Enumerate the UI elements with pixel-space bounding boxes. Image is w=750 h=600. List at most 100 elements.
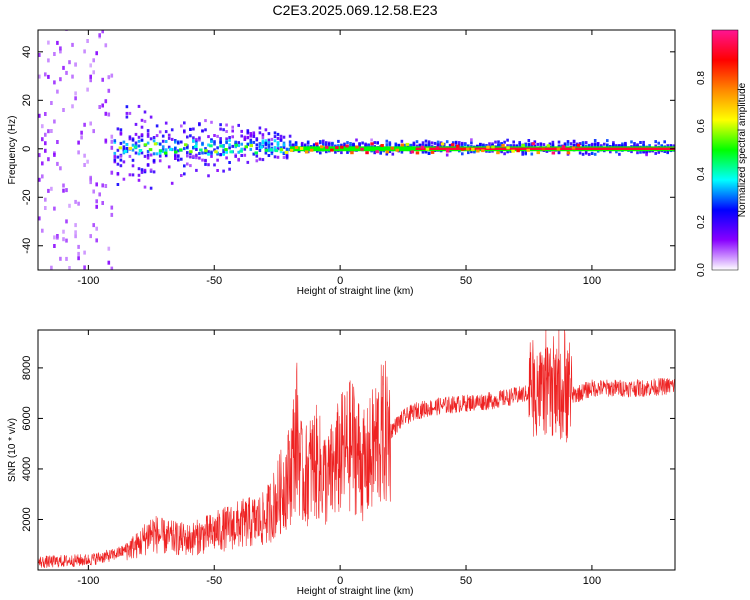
heat-cell (415, 140, 419, 144)
heat-cell (101, 30, 104, 34)
heat-cell (44, 132, 47, 137)
heat-cell-strong (425, 147, 430, 151)
heat-cell (255, 159, 259, 163)
heat-cell (44, 72, 47, 77)
heat-cell (137, 178, 141, 182)
heat-cell (306, 140, 310, 144)
spectrogram-xtick-label: -100 (77, 275, 99, 287)
heat-cell (177, 154, 180, 158)
heat-cell (400, 139, 404, 143)
heat-cell (240, 147, 243, 151)
heat-cell (578, 142, 582, 146)
heat-cell-strong (571, 146, 576, 150)
heat-cell (270, 142, 274, 146)
heat-cell (47, 188, 50, 193)
heat-cell (122, 148, 126, 151)
heat-cell (201, 151, 204, 155)
heat-cell (273, 135, 277, 139)
heat-cell-strong (395, 148, 399, 152)
heat-cell (394, 144, 398, 148)
heat-cell (131, 173, 135, 177)
heat-cell (461, 141, 464, 145)
heat-cell (89, 63, 92, 68)
heat-cell (174, 156, 177, 160)
spectrogram-xlabel: Height of straight line (km) (297, 286, 414, 297)
colorbar-tick-label: 0.8 (696, 71, 707, 85)
heat-cell (222, 153, 225, 156)
heat-cell (454, 140, 458, 144)
heat-cell (158, 130, 162, 134)
heat-cell (134, 132, 138, 136)
heat-cell (92, 70, 95, 75)
heat-cell (140, 118, 144, 122)
heat-cell (107, 88, 111, 93)
heat-cell (146, 156, 150, 160)
heat-cell-strong (304, 150, 309, 154)
heat-cell (116, 148, 120, 152)
heat-cell (53, 206, 56, 211)
heat-cell (125, 147, 129, 150)
snr-xlabel: Height of straight line (km) (297, 586, 414, 597)
heat-cell (340, 143, 343, 147)
heat-cell-strong (128, 146, 133, 150)
heat-cell (174, 140, 177, 144)
heat-cell (482, 144, 485, 148)
spectrogram-xtick-label: -50 (206, 275, 222, 287)
spectrogram-axes: -100 -50 0 50 100 -40 -20 0 20 40 Height of straig… (7, 29, 676, 297)
heat-cell-strong (541, 147, 546, 151)
heat-cell-strong (410, 150, 415, 154)
heat-cell (276, 144, 280, 147)
heat-cell (167, 136, 171, 140)
heat-cell (56, 235, 59, 240)
heat-cell (134, 151, 138, 155)
heat-cell (77, 256, 80, 261)
heat-cell (590, 151, 594, 155)
heat-cell (237, 141, 240, 145)
heat-cell (234, 154, 237, 158)
heat-cell (279, 150, 283, 154)
heat-cell (609, 150, 612, 154)
heat-cell (183, 147, 186, 151)
heat-cell (68, 266, 71, 270)
heat-cell (53, 52, 56, 56)
heat-cell-strong (526, 148, 530, 152)
heat-cell (174, 153, 177, 157)
heat-cell (101, 77, 104, 82)
heat-cell (38, 74, 41, 79)
heat-cell-strong (476, 149, 480, 153)
heat-cell-strong (440, 142, 445, 146)
heat-cell (288, 134, 292, 138)
heat-cell (170, 181, 174, 185)
heat-cell (143, 154, 147, 158)
heat-cell (639, 141, 642, 144)
heat-cell (116, 127, 120, 131)
heat-cell (107, 246, 111, 251)
heat-cell (473, 150, 476, 154)
heat-cell (180, 124, 183, 128)
heat-cell (334, 144, 337, 148)
heat-cell (158, 154, 162, 158)
heat-cell (143, 185, 147, 189)
heat-cell (216, 158, 219, 162)
heat-cell (346, 150, 349, 154)
heat-cell (219, 127, 222, 131)
heat-cell (125, 105, 129, 109)
heat-cell (164, 130, 168, 134)
heat-cell (183, 172, 186, 176)
heat-cell (312, 144, 316, 148)
heat-cell (581, 143, 585, 147)
heat-cell (666, 144, 669, 148)
heat-cell (497, 140, 500, 144)
heat-cell (430, 141, 434, 145)
heat-cell (137, 167, 141, 171)
heat-cell (370, 138, 373, 142)
heat-cell (210, 140, 213, 144)
heat-cell (71, 42, 74, 47)
heat-cell (539, 142, 543, 146)
heat-cell (282, 135, 286, 139)
heat-cell (557, 150, 561, 154)
heat-cell (98, 192, 101, 197)
snr-plot (38, 330, 675, 569)
heat-cell (195, 142, 198, 146)
heat-cell (41, 174, 44, 179)
